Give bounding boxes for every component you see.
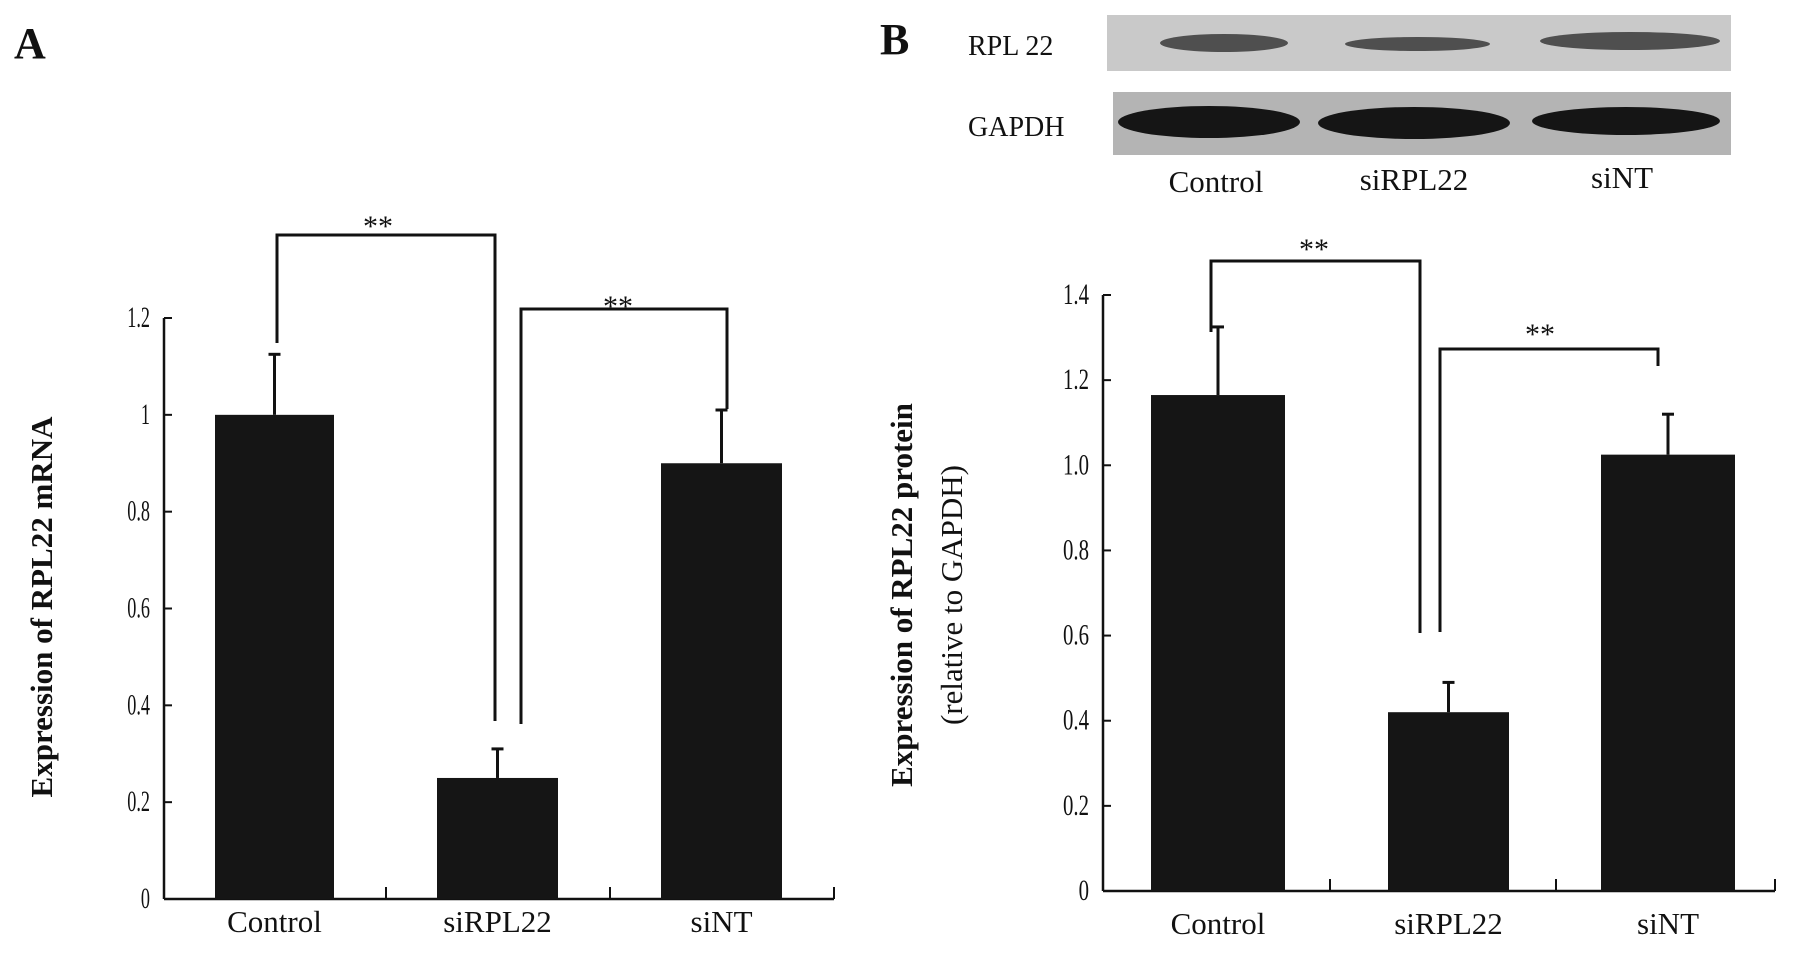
bar-control <box>215 414 334 899</box>
y-tick-label: 1.0 <box>1063 448 1089 482</box>
y-tick-label: 1.2 <box>1063 362 1089 396</box>
blot-band-gapdh <box>1532 107 1720 135</box>
blot-band-rpl22 <box>1160 34 1288 52</box>
y-tick-label: 1 <box>141 398 150 431</box>
chart-b-ylabel-secondary: (relative to GAPDH) <box>934 465 969 725</box>
y-tick-label: 0.2 <box>127 786 150 819</box>
blot-row-label-rpl22: RPL 22 <box>968 31 1053 62</box>
significance-bracket <box>275 233 497 721</box>
y-tick-label: 0.4 <box>127 689 150 722</box>
x-tick-label: siRPL22 <box>1394 906 1503 941</box>
chart-a: Expression of RPL22 mRNA 0 0.2 0.4 0.6 0.8 1 1… <box>24 210 835 939</box>
chart-a-ylabel: Expression of RPL22 mRNA <box>24 416 59 798</box>
y-tick-label: 0.6 <box>127 592 150 625</box>
blot-band-gapdh <box>1318 107 1510 139</box>
bar-sirpl22 <box>1388 712 1509 891</box>
x-tick-label: siRPL22 <box>443 904 552 939</box>
significance-bracket <box>1209 259 1422 633</box>
x-tick-label: siNT <box>1637 906 1699 941</box>
bar-sint <box>661 463 782 899</box>
significance-label: ** <box>603 290 633 323</box>
y-tick-label: 0 <box>1079 873 1089 907</box>
panel-label-a: A <box>14 19 46 68</box>
y-tick-label: 0.2 <box>1063 788 1089 822</box>
bar-control <box>1151 395 1285 891</box>
y-tick-label: 0.8 <box>1063 533 1089 567</box>
significance-label: ** <box>1525 318 1555 351</box>
blot-band-gapdh <box>1118 106 1300 138</box>
blot-lane-label-sint: siNT <box>1591 160 1653 195</box>
y-tick-label: 0.8 <box>127 495 150 528</box>
blot-band-rpl22 <box>1540 32 1720 50</box>
y-tick-label: 0.6 <box>1063 618 1089 652</box>
x-tick-label: Control <box>227 904 322 939</box>
blot-lane-label-control: Control <box>1169 164 1264 199</box>
bar-sint <box>1601 454 1735 891</box>
y-tick-label: 0 <box>141 883 150 916</box>
significance-label: ** <box>1299 233 1329 266</box>
bar-sirpl22 <box>437 777 558 899</box>
chart-b-ylabel: Expression of RPL22 protein <box>884 403 919 787</box>
chart-b: Expression of RPL22 protein (relative to… <box>884 233 1776 941</box>
blot-band-rpl22 <box>1345 37 1490 51</box>
x-tick-label: Control <box>1171 906 1266 941</box>
x-tick-label: siNT <box>691 904 753 939</box>
western-blot: RPL 22 GAPDH Control siRPL22 siNT <box>968 15 1731 199</box>
panel-label-b: B <box>880 15 909 64</box>
y-tick-label: 0.4 <box>1063 703 1089 737</box>
significance-bracket <box>519 307 729 724</box>
y-tick-label: 1.4 <box>1063 277 1089 311</box>
blot-lane-label-sirpl22: siRPL22 <box>1360 162 1469 197</box>
blot-row-label-gapdh: GAPDH <box>968 112 1064 143</box>
significance-bracket <box>1438 347 1660 632</box>
significance-label: ** <box>363 210 393 243</box>
y-tick-label: 1.2 <box>127 302 150 335</box>
